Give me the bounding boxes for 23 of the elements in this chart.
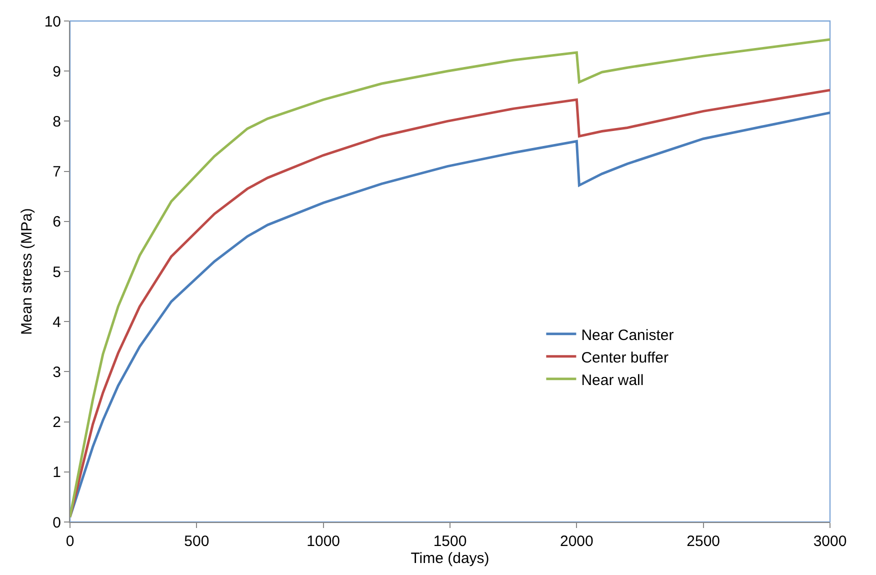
y-tick-label: 7 <box>52 164 61 181</box>
y-tick-label: 3 <box>52 364 61 381</box>
legend-label: Near wall <box>581 372 644 389</box>
x-tick-label: 3000 <box>813 533 847 550</box>
y-tick-label: 4 <box>52 314 61 331</box>
x-tick-label: 1500 <box>433 533 467 550</box>
y-tick-label: 5 <box>52 264 61 281</box>
y-tick-label: 0 <box>52 514 61 532</box>
y-tick-label: 10 <box>44 13 61 30</box>
x-tick-label: 500 <box>184 533 210 550</box>
legend-label: Center buffer <box>581 349 668 366</box>
x-axis-title: Time (days) <box>410 550 490 567</box>
x-tick-label: 2500 <box>686 533 720 550</box>
x-tick-label: 1000 <box>306 533 340 550</box>
y-axis-title: Mean stress (MPa) <box>18 208 36 335</box>
x-tick-label: 2000 <box>560 533 594 550</box>
y-tick-label: 6 <box>52 214 61 231</box>
y-tick-label: 1 <box>52 464 61 482</box>
y-tick-label: 2 <box>52 414 61 432</box>
legend-label: Near Canister <box>581 326 674 344</box>
y-tick-label: 9 <box>52 63 61 80</box>
x-tick-label: 0 <box>66 533 74 550</box>
y-tick-label: 8 <box>52 113 61 130</box>
